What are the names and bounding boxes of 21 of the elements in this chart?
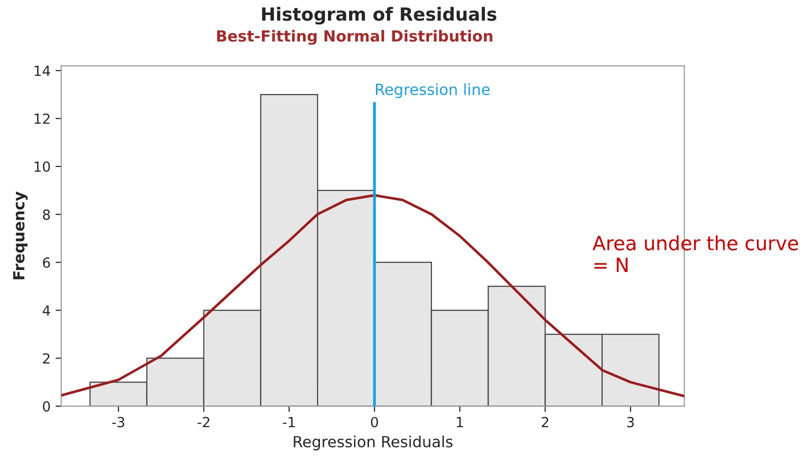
y-tick-label: 10 [34, 161, 50, 172]
x-tick-label: 1 [456, 417, 463, 428]
y-tick-label: 6 [42, 257, 50, 268]
chart-subtitle: Best-Fitting Normal Distribution [217, 30, 492, 45]
y-tick-label: 12 [34, 113, 50, 124]
y-tick-label: 8 [42, 209, 50, 220]
y-tick-label: 0 [42, 401, 50, 412]
x-tick-label: 3 [627, 416, 634, 428]
x-tick-label: -1 [282, 417, 295, 428]
x-tick-label: -3 [112, 416, 124, 428]
y-tick-label: 4 [42, 305, 50, 316]
x-tick-label: -2 [198, 416, 210, 428]
y-tick-label: 2 [43, 353, 50, 364]
annotation: Area under the curve = N [592, 235, 798, 272]
x-axis-title: Regression Residuals [294, 436, 452, 450]
y-tick-label: 14 [34, 66, 50, 76]
y-axis-title: Frequency [13, 192, 28, 280]
x-tick-label: 0 [370, 416, 378, 428]
x-tick-label: 2 [542, 416, 548, 428]
ref-line-label: Regression line [376, 83, 490, 98]
chart-title: Histogram of Residuals [262, 6, 496, 25]
